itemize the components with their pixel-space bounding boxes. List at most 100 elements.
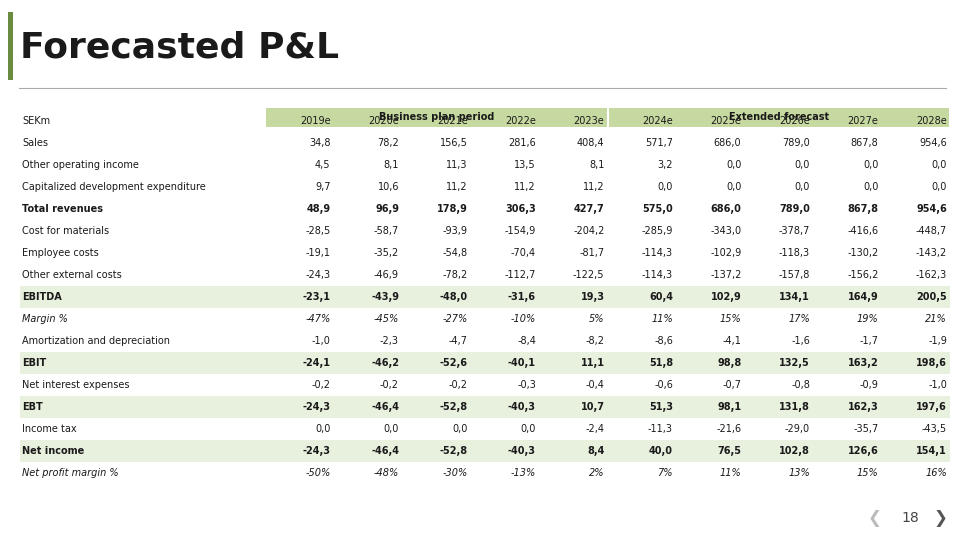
Text: 11%: 11% xyxy=(651,314,673,324)
Text: SEKm: SEKm xyxy=(22,116,50,126)
Text: -10%: -10% xyxy=(511,314,536,324)
Text: Total revenues: Total revenues xyxy=(22,204,103,214)
Text: -2,4: -2,4 xyxy=(586,424,605,434)
Text: 3,2: 3,2 xyxy=(658,160,673,170)
Text: -112,7: -112,7 xyxy=(505,270,536,280)
Text: -48,0: -48,0 xyxy=(440,292,468,302)
Text: -137,2: -137,2 xyxy=(710,270,741,280)
Text: 2024e: 2024e xyxy=(642,116,673,126)
Text: 7%: 7% xyxy=(658,468,673,478)
Text: -102,9: -102,9 xyxy=(710,248,741,258)
Text: 0,0: 0,0 xyxy=(315,424,330,434)
Text: 11,2: 11,2 xyxy=(515,182,536,192)
Text: 0,0: 0,0 xyxy=(726,182,741,192)
Text: -24,3: -24,3 xyxy=(302,402,330,412)
Text: -154,9: -154,9 xyxy=(505,226,536,236)
Text: -114,3: -114,3 xyxy=(642,270,673,280)
Bar xyxy=(20,440,950,462)
Text: 789,0: 789,0 xyxy=(780,204,810,214)
Text: 408,4: 408,4 xyxy=(577,138,605,148)
Text: 2019e: 2019e xyxy=(300,116,330,126)
Text: 571,7: 571,7 xyxy=(645,138,673,148)
Text: 200,5: 200,5 xyxy=(916,292,947,302)
Bar xyxy=(609,108,949,127)
Text: -40,3: -40,3 xyxy=(508,446,536,456)
Text: 686,0: 686,0 xyxy=(710,204,741,214)
Bar xyxy=(8,12,13,80)
Bar xyxy=(266,108,607,127)
Text: 2022e: 2022e xyxy=(505,116,536,126)
Text: -0,2: -0,2 xyxy=(448,380,468,390)
Text: Sales: Sales xyxy=(22,138,48,148)
Text: -130,2: -130,2 xyxy=(848,248,878,258)
Text: -448,7: -448,7 xyxy=(916,226,947,236)
Text: 126,6: 126,6 xyxy=(848,446,878,456)
Text: ❮: ❮ xyxy=(868,509,882,527)
Text: 575,0: 575,0 xyxy=(642,204,673,214)
Bar xyxy=(20,396,950,418)
Text: -1,0: -1,0 xyxy=(928,380,947,390)
Text: 5%: 5% xyxy=(589,314,605,324)
Text: 40,0: 40,0 xyxy=(649,446,673,456)
Text: 8,1: 8,1 xyxy=(589,160,605,170)
Text: 19,3: 19,3 xyxy=(581,292,605,302)
Text: -46,4: -46,4 xyxy=(371,446,399,456)
Text: -29,0: -29,0 xyxy=(785,424,810,434)
Text: -23,1: -23,1 xyxy=(302,292,330,302)
Text: -24,3: -24,3 xyxy=(302,446,330,456)
Text: -24,1: -24,1 xyxy=(302,358,330,368)
Text: -81,7: -81,7 xyxy=(580,248,605,258)
Text: 18: 18 xyxy=(901,511,919,525)
Text: 34,8: 34,8 xyxy=(309,138,330,148)
Text: -28,5: -28,5 xyxy=(305,226,330,236)
Text: 21%: 21% xyxy=(925,314,947,324)
Text: Forecasted P&L: Forecasted P&L xyxy=(20,30,339,64)
Text: -0,9: -0,9 xyxy=(859,380,878,390)
Text: ❯: ❯ xyxy=(933,509,947,527)
Text: -0,2: -0,2 xyxy=(380,380,399,390)
Text: -54,8: -54,8 xyxy=(443,248,468,258)
Text: -4,7: -4,7 xyxy=(448,336,468,346)
Text: 2025e: 2025e xyxy=(710,116,741,126)
Text: 2%: 2% xyxy=(589,468,605,478)
Text: Business plan period: Business plan period xyxy=(378,112,494,123)
Text: 0,0: 0,0 xyxy=(795,160,810,170)
Text: 2028e: 2028e xyxy=(916,116,947,126)
Text: Extended forecast: Extended forecast xyxy=(729,112,828,123)
Text: -35,7: -35,7 xyxy=(853,424,878,434)
Text: -48%: -48% xyxy=(373,468,399,478)
Text: -21,6: -21,6 xyxy=(716,424,741,434)
Text: 15%: 15% xyxy=(856,468,878,478)
Text: 154,1: 154,1 xyxy=(916,446,947,456)
Text: -285,9: -285,9 xyxy=(641,226,673,236)
Text: EBT: EBT xyxy=(22,402,43,412)
Text: 9,7: 9,7 xyxy=(315,182,330,192)
Text: -1,7: -1,7 xyxy=(859,336,878,346)
Text: 867,8: 867,8 xyxy=(851,138,878,148)
Text: 281,6: 281,6 xyxy=(508,138,536,148)
Text: Capitalized development expenditure: Capitalized development expenditure xyxy=(22,182,205,192)
Text: 954,6: 954,6 xyxy=(920,138,947,148)
Text: Margin %: Margin % xyxy=(22,314,68,324)
Text: Amortization and depreciation: Amortization and depreciation xyxy=(22,336,170,346)
Text: 134,1: 134,1 xyxy=(780,292,810,302)
Text: -143,2: -143,2 xyxy=(916,248,947,258)
Text: -27%: -27% xyxy=(443,314,468,324)
Text: 8,1: 8,1 xyxy=(384,160,399,170)
Text: -43,9: -43,9 xyxy=(371,292,399,302)
Text: 686,0: 686,0 xyxy=(714,138,741,148)
Text: 2026e: 2026e xyxy=(780,116,810,126)
Text: 51,3: 51,3 xyxy=(649,402,673,412)
Text: -93,9: -93,9 xyxy=(443,226,468,236)
Text: 19%: 19% xyxy=(856,314,878,324)
Text: -1,6: -1,6 xyxy=(791,336,810,346)
Text: 0,0: 0,0 xyxy=(452,424,468,434)
Text: -30%: -30% xyxy=(443,468,468,478)
Text: -1,0: -1,0 xyxy=(312,336,330,346)
Text: 156,5: 156,5 xyxy=(440,138,468,148)
Text: -416,6: -416,6 xyxy=(848,226,878,236)
Text: -8,6: -8,6 xyxy=(654,336,673,346)
Text: -52,8: -52,8 xyxy=(440,446,468,456)
Text: 2023e: 2023e xyxy=(574,116,605,126)
Text: Other operating income: Other operating income xyxy=(22,160,139,170)
